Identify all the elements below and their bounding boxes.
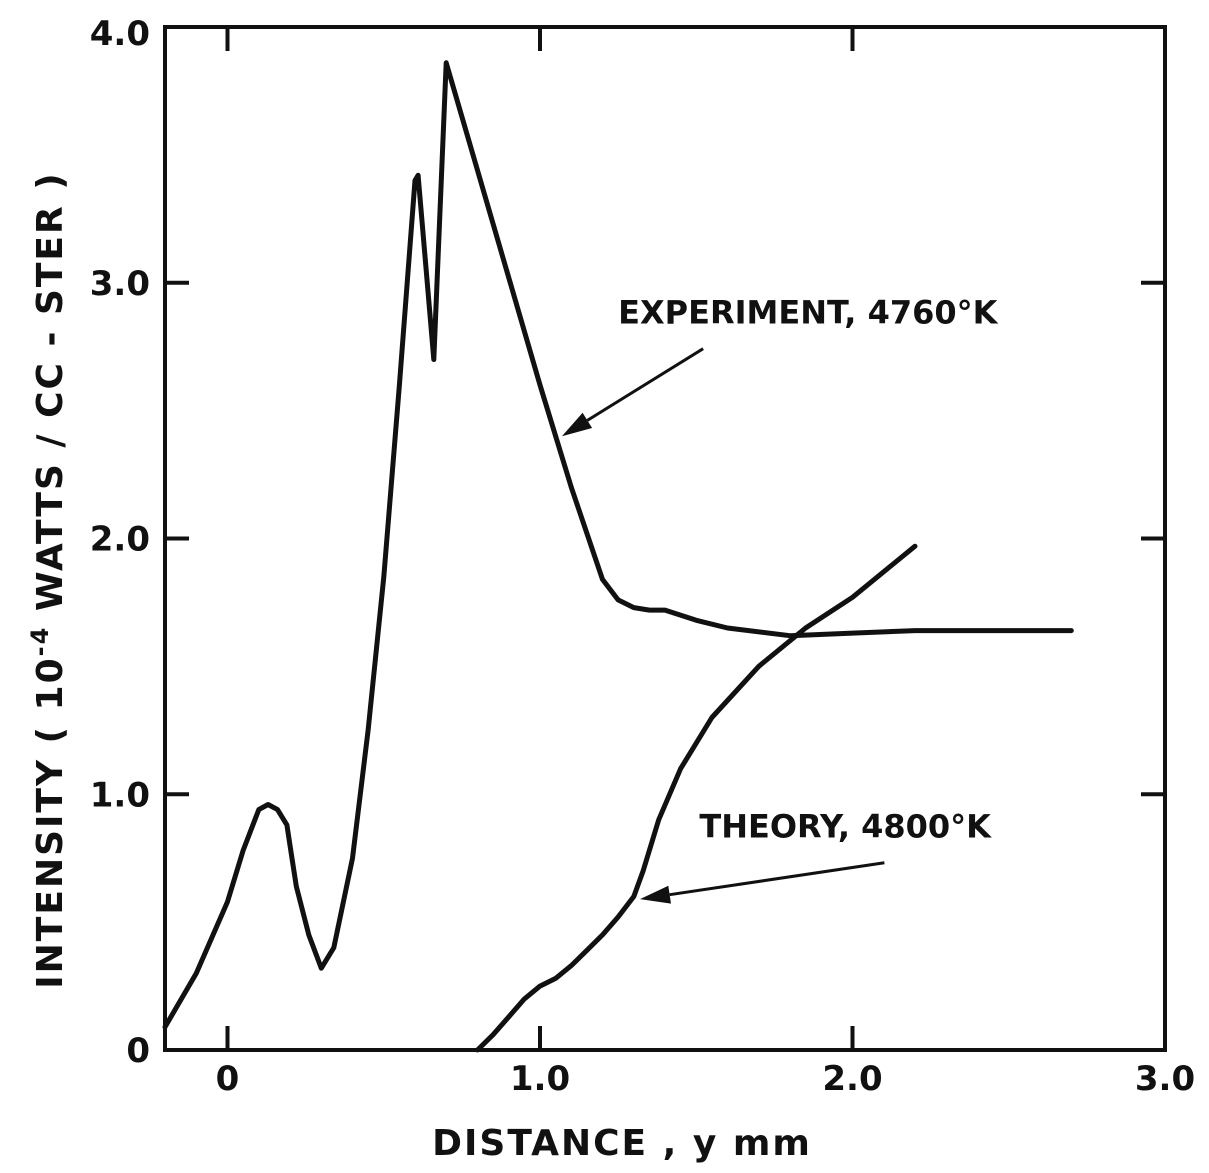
theory-label: THEORY, 4800°K	[699, 808, 992, 846]
theory-arrow-line	[669, 861, 885, 897]
y-tick-label: 3.0	[90, 264, 150, 304]
experiment-curve	[162, 60, 1074, 1030]
y-axis-title-exponent: -4	[26, 626, 54, 657]
tick-marks	[165, 25, 1167, 1052]
theory-curve	[475, 543, 918, 1053]
x-tick-label: 1.0	[510, 1059, 570, 1099]
tick-labels: 0 1.0 2.0 3.0 0 1.0 2.0 3.0 4.0	[90, 14, 1195, 1099]
experiment-arrow-line	[586, 347, 704, 422]
y-tick-label: 2.0	[90, 520, 150, 560]
y-tick-label: 4.0	[90, 14, 150, 54]
y-axis-title-main: INTENSITY ( 10	[30, 656, 71, 988]
x-axis-title: DISTANCE , y mm	[432, 1123, 812, 1164]
x-tick-label: 2.0	[822, 1059, 882, 1099]
x-tick-label: 3.0	[1135, 1059, 1195, 1099]
y-tick-label: 0	[126, 1031, 150, 1071]
y-axis-title-units: WATTS / CC - STER )	[30, 171, 71, 625]
experiment-label: EXPERIMENT, 4760°K	[618, 294, 999, 332]
y-tick-label: 1.0	[90, 775, 150, 815]
theory-arrow-head	[640, 885, 671, 904]
y-axis-title: INTENSITY ( 10-4 WATTS / CC - STER )	[26, 171, 71, 988]
annotations: EXPERIMENT, 4760°K THEORY, 4800°K	[561, 294, 999, 904]
x-tick-label: 0	[216, 1059, 240, 1099]
experiment-arrow-head	[561, 412, 593, 437]
curves	[162, 60, 1074, 1053]
